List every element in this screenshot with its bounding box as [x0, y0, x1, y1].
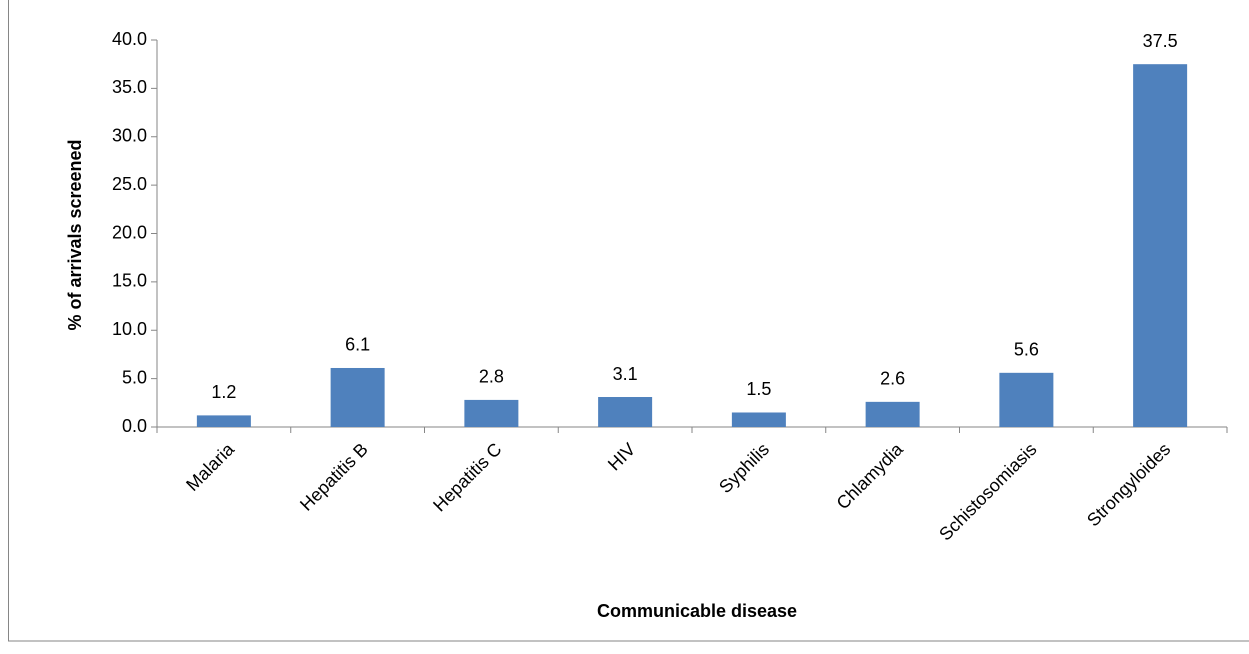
x-tick-label: Schistosomiasis	[935, 439, 1040, 544]
y-tick-label: 25.0	[112, 174, 147, 194]
x-tick-label: Chlamydia	[833, 438, 908, 513]
data-label: 37.5	[1143, 31, 1178, 51]
x-tick-label: Malaria	[182, 438, 239, 495]
y-tick-label: 35.0	[112, 77, 147, 97]
data-label: 1.5	[746, 379, 771, 399]
bar	[1133, 64, 1188, 427]
bar	[330, 367, 385, 427]
bar	[598, 397, 653, 427]
data-label: 1.2	[211, 382, 236, 402]
x-tick-label: Hepatitis B	[296, 439, 372, 515]
x-tick-label: HIV	[604, 439, 639, 474]
bar	[865, 401, 920, 427]
y-axis-title: % of arrivals screened	[65, 139, 85, 330]
bar	[464, 399, 519, 427]
y-tick-label: 15.0	[112, 271, 147, 291]
y-tick-label: 40.0	[112, 29, 147, 49]
chart-border	[8, 0, 1249, 642]
y-tick-label: 0.0	[122, 416, 147, 436]
data-label: 3.1	[613, 364, 638, 384]
x-tick-label: Syphilis	[715, 439, 773, 497]
x-axis-title: Communicable disease	[597, 601, 797, 621]
y-tick-label: 5.0	[122, 367, 147, 387]
data-label: 5.6	[1014, 340, 1039, 360]
bar	[731, 412, 786, 427]
y-tick-label: 30.0	[112, 126, 147, 146]
bar	[196, 415, 251, 427]
data-label: 2.6	[880, 369, 905, 389]
x-tick-label: Hepatitis C	[429, 439, 505, 515]
bar	[999, 372, 1054, 427]
x-tick-label: Strongyloides	[1083, 439, 1174, 530]
y-tick-label: 10.0	[112, 319, 147, 339]
y-tick-label: 20.0	[112, 222, 147, 242]
data-label: 6.1	[345, 335, 370, 355]
data-label: 2.8	[479, 367, 504, 387]
